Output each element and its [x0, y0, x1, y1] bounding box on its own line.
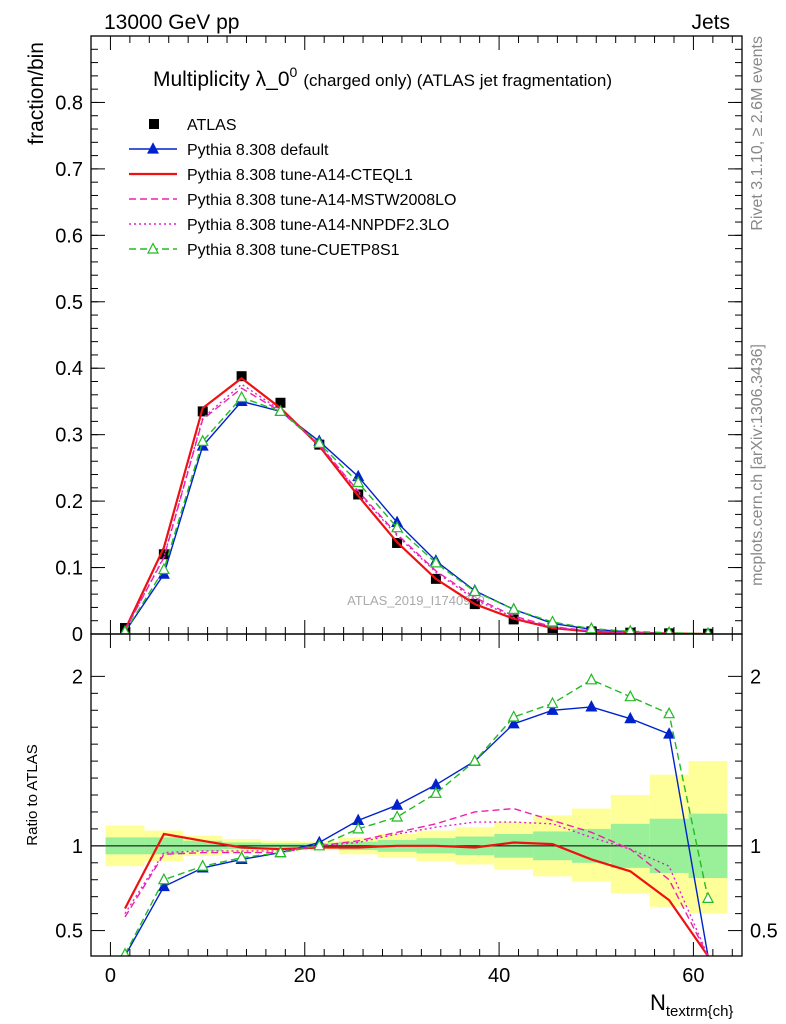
series-marker-cuetp8s1 [120, 947, 130, 956]
header-left: 13000 GeV pp [104, 11, 239, 34]
series-line-cuetp8s1 [124, 679, 709, 955]
series-marker-default [391, 798, 404, 810]
y-tick-label-right: 0.5 [750, 921, 778, 943]
series-marker-cuetp8s1 [120, 624, 130, 634]
series-marker-cuetp8s1 [352, 475, 365, 488]
series-line-mstw [124, 387, 709, 634]
legend-label: Pythia 8.308 tune-CUETP8S1 [187, 242, 400, 259]
y-tick-label: 0.5 [55, 292, 83, 314]
series-marker-cuetp8s1 [664, 625, 674, 634]
y-tick-label: 0.1 [55, 558, 83, 580]
x-axis-label: Ntextrm{ch} [650, 990, 733, 1020]
legend-marker-cuetp8s1 [147, 242, 159, 254]
series-marker-cuetp8s1 [157, 562, 170, 575]
y-tick-label: 0.3 [55, 425, 83, 447]
legend-label: Pythia 8.308 tune-A14-NNPDF2.3LO [187, 217, 449, 234]
legend-label: Pythia 8.308 default [187, 142, 329, 159]
series-marker-cuetp8s1 [585, 673, 598, 685]
series-marker-cuetp8s1 [704, 627, 712, 634]
y-tick-label: 0 [72, 624, 83, 646]
ratio-plot-area [91, 673, 742, 956]
x-tick-label: 20 [294, 965, 316, 987]
series-marker-default [663, 727, 676, 739]
series-marker-cuetp8s1 [157, 872, 170, 885]
ratio-panel: 0.5 0.51 12 20 20 40 60 [55, 633, 778, 987]
y-tick-label: 1 [72, 836, 83, 858]
series-marker-cuetp8s1 [507, 602, 520, 615]
bottom-ylabel: Ratio to ATLAS [24, 744, 41, 845]
y-tick-label: 2 [72, 666, 83, 688]
x-label-sub: textrm{ch} [666, 1003, 734, 1020]
series-marker-cuetp8s1 [468, 584, 481, 597]
y-tick-label: 0.8 [55, 92, 83, 114]
atlas-point [236, 371, 247, 382]
series-marker-cuetp8s1 [235, 390, 248, 403]
series-line-cuetp8s1 [124, 396, 709, 634]
series-marker-cuetp8s1 [274, 845, 287, 858]
series-marker-cuetp8s1 [468, 754, 481, 766]
plot-title: Multiplicity λ_00 (charged only) (ATLAS j… [153, 64, 612, 91]
series-line-default [124, 706, 709, 956]
series-marker-cuetp8s1 [625, 624, 636, 634]
legend-marker-atlas [149, 119, 159, 129]
legend: ATLAS Pythia 8.308 default Pythia 8.308 tu… [129, 117, 456, 259]
y-tick-label: 0.2 [55, 491, 83, 513]
series-marker-default [585, 700, 598, 712]
legend-label: Pythia 8.308 tune-A14-MSTW2008LO [187, 192, 456, 209]
series-marker-cuetp8s1 [313, 839, 326, 851]
series-marker-cuetp8s1 [507, 710, 520, 722]
series-marker-cuetp8s1 [546, 615, 559, 627]
atlas-point [158, 549, 169, 560]
series-marker-default [507, 717, 520, 729]
series-marker-cuetp8s1 [429, 556, 442, 568]
series-marker-cuetp8s1 [624, 689, 637, 702]
header-right: Jets [691, 11, 730, 34]
series-marker-cuetp8s1 [546, 696, 559, 709]
top-plot-area [120, 371, 713, 634]
series-marker-cuetp8s1 [702, 891, 714, 904]
top-panel: 0 0.1 0.2 0.3 0.4 0.5 0.6 0.7 0.8 [55, 35, 743, 646]
title-sup: 0 [290, 64, 298, 80]
series-marker-cuetp8s1 [196, 434, 209, 446]
y-tick-label-right: 1 [750, 836, 761, 858]
series-line-nnpdf [124, 821, 709, 956]
series-marker-cuetp8s1 [196, 859, 209, 871]
series-marker-cuetp8s1 [352, 822, 365, 834]
series-marker-cuetp8s1 [429, 786, 442, 798]
series-marker-cuetp8s1 [391, 810, 404, 822]
series-marker-cuetp8s1 [585, 621, 598, 634]
watermark: ATLAS_2019_I1740909 [347, 593, 485, 608]
x-tick-label: 60 [682, 965, 704, 987]
x-tick-label: 40 [488, 965, 510, 987]
title-main: Multiplicity λ_0 [153, 68, 290, 91]
series-line-cteql1 [124, 376, 709, 634]
y-tick-label: 0.4 [55, 358, 83, 380]
side-bottom-text: mcplots.cern.ch [arXiv:1306.3436] [749, 344, 766, 586]
x-tick-label: 0 [105, 965, 116, 987]
series-line-mstw [124, 807, 709, 956]
top-ylabel: fraction/bin [25, 42, 48, 145]
series-marker-cuetp8s1 [663, 706, 676, 719]
title-rest: (charged only) (ATLAS jet fragmentation) [303, 71, 612, 90]
x-label-main: N [650, 990, 666, 1015]
series-marker-cuetp8s1 [274, 404, 287, 416]
series-marker-cuetp8s1 [235, 850, 248, 863]
side-top-text: Rivet 3.1.10, ≥ 2.6M events [749, 36, 766, 231]
y-tick-label: 0.7 [55, 159, 83, 181]
y-tick-label: 0.5 [55, 921, 83, 943]
legend-label: ATLAS [187, 117, 237, 134]
y-tick-label: 0.6 [55, 225, 83, 247]
legend-label: Pythia 8.308 tune-A14-CTEQL1 [187, 167, 413, 184]
atlas-point [275, 397, 286, 408]
series-line-cteql1 [124, 832, 709, 956]
series-marker-default [546, 703, 559, 715]
series-marker-cuetp8s1 [391, 520, 404, 533]
legend-marker-default [147, 142, 159, 154]
series-marker-cuetp8s1 [313, 436, 326, 448]
y-tick-label-right: 2 [750, 666, 761, 688]
series-marker-default [624, 711, 637, 724]
